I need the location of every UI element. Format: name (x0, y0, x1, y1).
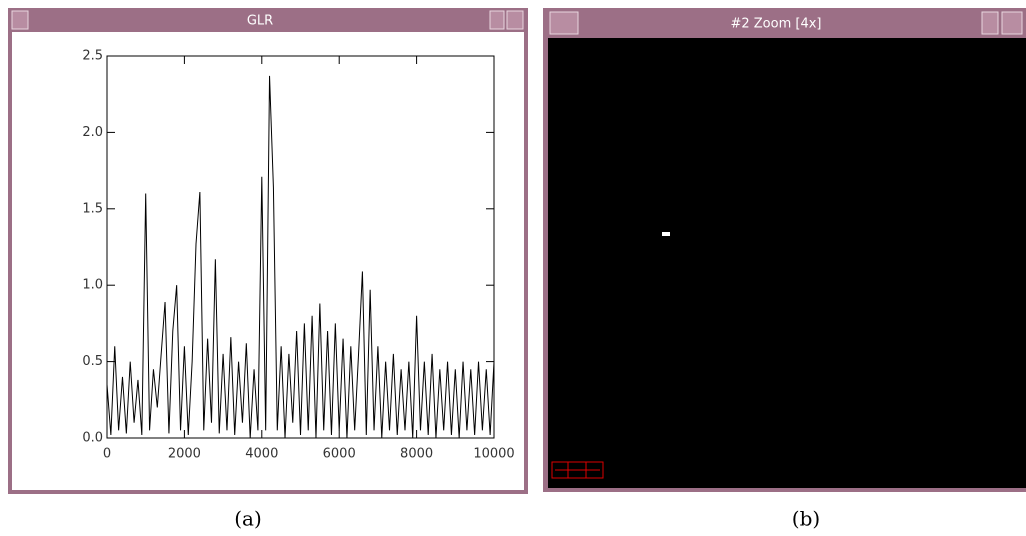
minimize-button[interactable] (490, 11, 504, 29)
x-tick-label: 2000 (168, 447, 201, 462)
y-tick-label: 1.0 (82, 278, 103, 293)
caption: (a) (234, 507, 262, 531)
x-tick-label: 4000 (245, 447, 278, 462)
y-tick-label: 0.5 (82, 354, 103, 369)
x-tick-label: 8000 (400, 447, 433, 462)
window-menu-button[interactable] (550, 12, 578, 34)
y-tick-label: 1.5 (82, 201, 103, 216)
bright-spot (662, 232, 670, 236)
page: GLR #2 Zoom [4x] (a) (b) 0.0 0.5 1.0 1.5 2.0… (0, 0, 1026, 536)
window-menu-button[interactable] (12, 11, 28, 29)
caption: (b) (792, 507, 820, 531)
y-tick-label: 0.0 (82, 431, 103, 446)
window-title: GLR (247, 14, 273, 29)
minimize-button[interactable] (982, 12, 998, 34)
maximize-button[interactable] (1002, 12, 1022, 34)
x-tick-label: 0 (103, 447, 111, 462)
y-tick-label: 2.0 (82, 125, 103, 140)
x-tick-label: 10000 (473, 447, 514, 462)
zoom-view (548, 38, 1026, 488)
window-title: #2 Zoom [4x] (730, 17, 821, 32)
x-tick-label: 6000 (323, 447, 356, 462)
y-tick-label: 2.5 (82, 49, 103, 64)
maximize-button[interactable] (507, 11, 523, 29)
